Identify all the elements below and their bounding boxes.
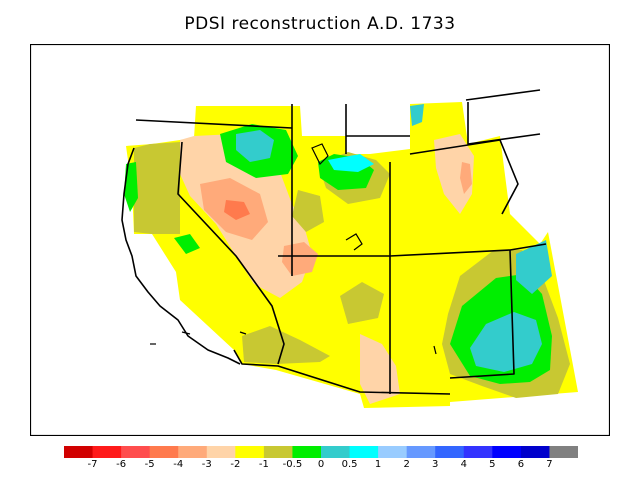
lake-great-salt [311,143,329,166]
lake-powell [345,233,363,251]
border-ne [409,139,519,215]
border-sd [467,102,541,145]
patch-teal-nw [236,130,274,162]
colorbar-segment [349,446,379,458]
colorbar [64,446,578,458]
pdsi-map [30,44,610,436]
coastline [121,147,241,365]
colorbar-segment [263,446,293,458]
island-4 [433,345,437,355]
patch-olive-south [242,326,330,364]
colorbar-segment [92,446,122,458]
island-2 [181,331,191,335]
map-title: PDSI reconstruction A.D. 1733 [184,14,456,34]
colorbar-tick-label: 6 [517,459,525,470]
colorbar-tick-label: -4 [173,459,184,470]
colorbar-segment [149,446,179,458]
colorbar-segment [235,446,265,458]
colorbar-segment [292,446,322,458]
colorbar-tick-label: 2 [403,459,410,470]
colorbar-segment [549,446,578,458]
colorbar-tick-label: 1 [374,459,382,470]
patch-orange-spot [224,200,250,220]
border-ca-nv [177,141,285,365]
colorbar-segment [406,446,436,458]
patch-teal-east [516,240,552,294]
colorbar-segment [378,446,408,458]
border-ok [509,243,547,251]
patch-green-west [174,234,200,254]
colorbar-tick-label: 7 [546,459,553,470]
colorbar-segment [492,446,522,458]
border-mexico [233,349,451,395]
border-nd [465,89,541,101]
colorbar-segment [206,446,236,458]
patch-olive-northcenter [292,190,324,232]
colorbar-tick-label: -7 [87,459,98,470]
colorbar-tick-label: -0.5 [282,459,303,470]
patch-olive-mid [340,282,384,324]
colorbar-segment [64,446,94,458]
patch-teal-northtop [410,104,424,126]
patch-olive-west [134,142,180,234]
patch-lightorange-east [282,242,318,276]
colorbar-tick-label: 4 [460,459,467,470]
colorbar-tick-label: 0.5 [341,459,358,470]
patch-green-sw [124,162,138,212]
colorbar-segment [463,446,493,458]
border-north [135,119,293,129]
colorbar-segment [321,446,351,458]
colorbar-tick-label: 5 [489,459,496,470]
colorbar-tick-label: -6 [116,459,127,470]
colorbar-tick-label: 3 [432,459,439,470]
patch-cyan-north [328,154,374,172]
colorbar-tick-label: -5 [144,459,155,470]
colorbar-tick-label: -3 [201,459,212,470]
colorbar-segment [435,446,465,458]
colorbar-segment [121,446,151,458]
colorbar-tick-label: -1 [258,459,269,470]
colorbar-tick-label: -2 [230,459,241,470]
island-3 [239,331,247,335]
patch-teal-se [470,312,542,372]
colorbar-labels: -7 -6 -5 -4 -3 -2 -1 -0.5 0 0.5 1 2 3 4 5 6 7 [0,459,640,475]
colorbar-segment [520,446,550,458]
colorbar-segment [178,446,208,458]
patch-lightorange-ne [460,162,472,194]
border-co-nm [389,249,511,257]
border-nm-tx [449,249,515,379]
colorbar-tick-label: 0 [317,459,325,470]
